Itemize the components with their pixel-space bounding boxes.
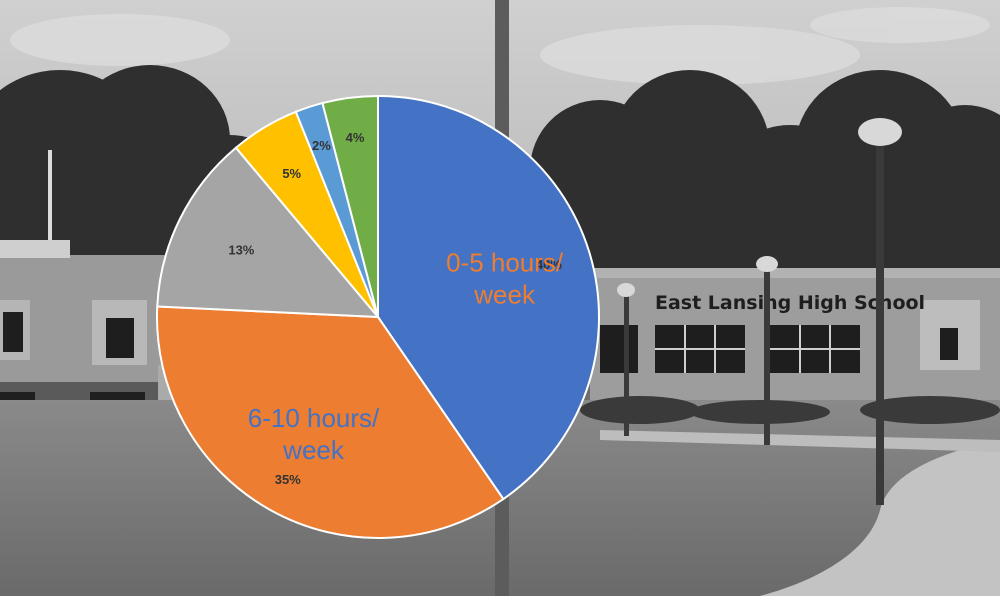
pie-category-label-0: 0-5 hours/week: [446, 248, 564, 310]
pie-category-label-1: 6-10 hours/week: [248, 403, 380, 465]
pie-value-label-3: 5%: [282, 166, 301, 181]
pie-value-label-5: 4%: [346, 130, 365, 145]
pie-slice-1: [156, 305, 505, 539]
sidewalk: [760, 440, 1000, 596]
pie-value-label-2: 13%: [228, 242, 254, 257]
pie-slice-2: [156, 146, 381, 319]
pie-chart: 40%0-5 hours/week 35% 6-10 hours/week 13% 5%…: [156, 94, 600, 539]
cloud-shapes: [10, 7, 990, 85]
shrubs: [580, 396, 1000, 424]
pie-value-label-4: 2%: [312, 138, 331, 153]
pie-value-label-1: 35%: [275, 472, 301, 487]
pie-slice-0: [377, 94, 600, 501]
school-sign: East Lansing High School: [655, 292, 925, 314]
pie-slice-5: [321, 94, 379, 318]
pie-value-label-0: 40%: [536, 257, 562, 272]
